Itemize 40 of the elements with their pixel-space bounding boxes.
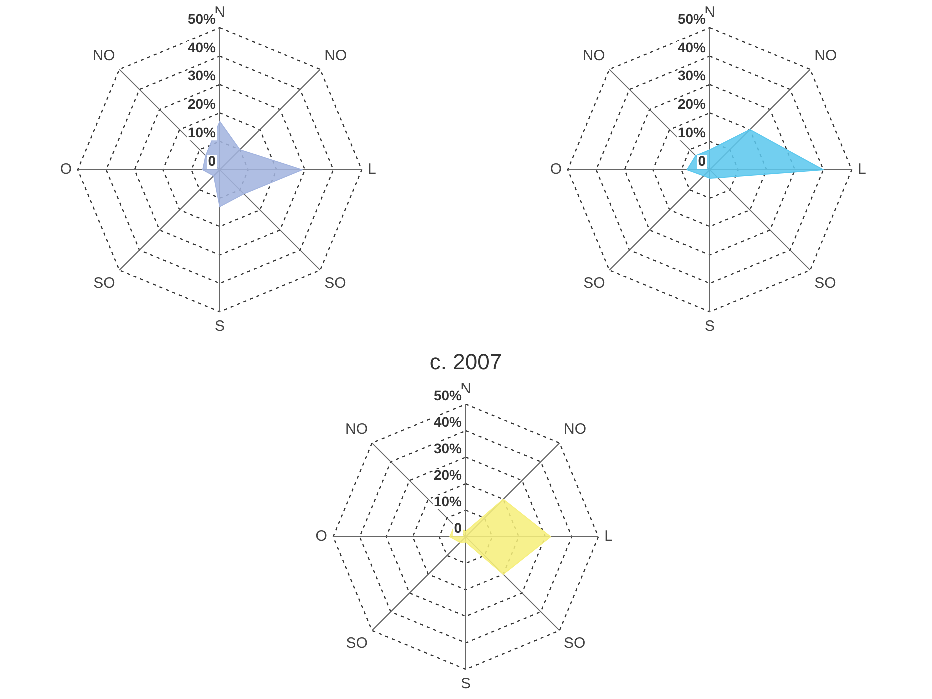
spoke-label: NO xyxy=(324,47,348,64)
chart-title: c. 2007 xyxy=(430,349,502,374)
y-tick-label: 20% xyxy=(188,96,217,112)
y-tick-label: 30% xyxy=(188,68,217,84)
spoke-label: NO xyxy=(345,421,368,438)
spoke-label: S xyxy=(214,318,226,336)
y-tick-label: 10% xyxy=(678,124,707,140)
spoke-label: L xyxy=(858,161,866,178)
spoke-label: O xyxy=(550,161,562,178)
y-tick-label: 10% xyxy=(434,493,463,510)
spoke-label: NO xyxy=(582,47,606,64)
spoke-label: L xyxy=(368,161,376,178)
spoke-label: O xyxy=(60,161,72,178)
spoke-label: S xyxy=(704,318,716,336)
spoke-label: SO xyxy=(814,274,836,292)
y-tick-label: 50% xyxy=(188,10,217,27)
y-tick-label: 0 xyxy=(208,152,216,169)
y-tick-label: 30% xyxy=(434,440,463,456)
y-tick-label: 40% xyxy=(678,39,707,56)
spoke-label: SO xyxy=(346,635,368,652)
spoke-label: SO xyxy=(584,274,606,292)
y-tick-label: 0 xyxy=(698,152,706,169)
y-tick-label: 20% xyxy=(434,466,463,483)
y-tick-label: 30% xyxy=(678,68,707,84)
spoke-label: SO xyxy=(324,274,346,292)
spoke-label: NO xyxy=(92,47,116,64)
spoke-label: NO xyxy=(564,421,587,438)
spoke-label: SO xyxy=(94,274,116,292)
y-tick-label: 0 xyxy=(454,520,462,536)
y-tick-label: 50% xyxy=(678,10,707,27)
y-tick-label: 50% xyxy=(434,387,463,404)
y-tick-label: 40% xyxy=(188,39,217,56)
spoke-label: NO xyxy=(814,47,838,64)
spoke-label: L xyxy=(604,528,613,546)
y-tick-label: 20% xyxy=(678,96,707,112)
spoke-label: SO xyxy=(564,635,586,652)
y-tick-label: 10% xyxy=(188,124,217,140)
y-tick-label: 40% xyxy=(434,414,463,430)
spoke-label: S xyxy=(460,676,472,693)
spoke-label: O xyxy=(316,528,328,546)
